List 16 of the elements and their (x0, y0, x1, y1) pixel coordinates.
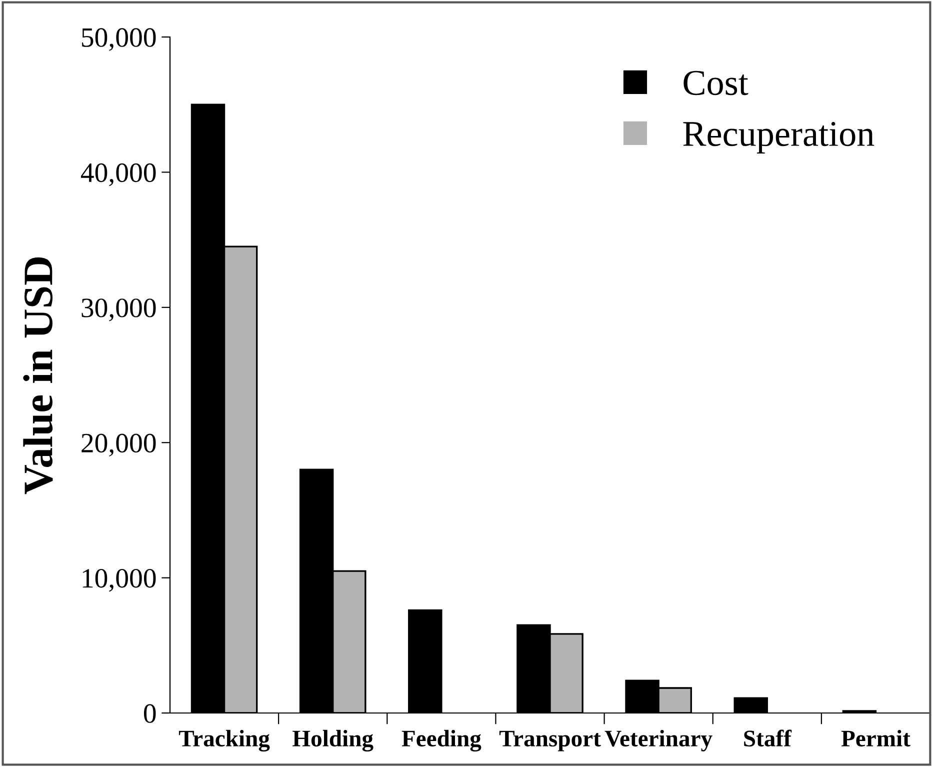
legend-label: Cost (684, 70, 748, 96)
legend-label: Recuperation (683, 122, 874, 154)
x-tick-label: Tracking (178, 730, 270, 752)
y-tick-label: 10,000 (82, 568, 156, 592)
x-tick-label: Veterinary (604, 730, 712, 752)
y-tick-label: 20,000 (82, 434, 156, 457)
x-tick-label: Holding (292, 730, 374, 752)
y-tick-label: 40,000 (80, 163, 156, 186)
y-tick-label: 50,000 (82, 28, 156, 51)
y-axis-title: Value in USD (23, 257, 53, 494)
x-tick-label: Transport (499, 730, 601, 752)
x-tick-label: Staff (744, 730, 792, 747)
x-tick-label: Permit (841, 730, 910, 747)
x-tick-label: Feeding (402, 730, 482, 752)
y-tick-label: 0 (144, 704, 156, 723)
y-tick-label: 30,000 (82, 298, 156, 322)
